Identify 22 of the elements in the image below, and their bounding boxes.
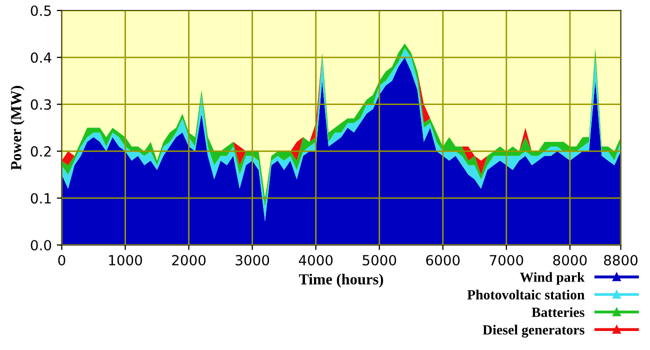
legend-label: Diesel generators xyxy=(482,324,584,338)
x-tick-label: 8000 xyxy=(553,254,587,266)
y-axis-title: Power (MW) xyxy=(10,86,24,170)
y-tick-label: 0.0 xyxy=(30,240,52,250)
x-tick-label: 1000 xyxy=(109,254,142,266)
x-tick-label: 4000 xyxy=(298,254,333,266)
x-tick-label: 5000 xyxy=(362,254,396,266)
y-tick-label: 0.4 xyxy=(30,52,52,63)
legend-label: Wind park xyxy=(520,272,585,285)
x-tick-label: 6000 xyxy=(426,254,460,266)
x-tick-label: 0 xyxy=(58,254,66,266)
x-tick-label: 3000 xyxy=(236,254,270,266)
y-tick-label: 0.3 xyxy=(30,99,51,110)
x-tick-label: 8800 xyxy=(604,254,638,266)
x-tick-label: 7000 xyxy=(490,254,524,266)
legend-label: Photovoltaic station xyxy=(467,290,585,300)
y-tick-label: 0.5 xyxy=(30,5,51,16)
y-tick-label: 0.1 xyxy=(30,193,51,204)
x-tick-label: 2000 xyxy=(172,254,206,266)
y-tick-label: 0.2 xyxy=(30,146,51,157)
legend-label: Batteries xyxy=(532,307,584,318)
x-axis-title: Time (hours) xyxy=(298,274,384,288)
